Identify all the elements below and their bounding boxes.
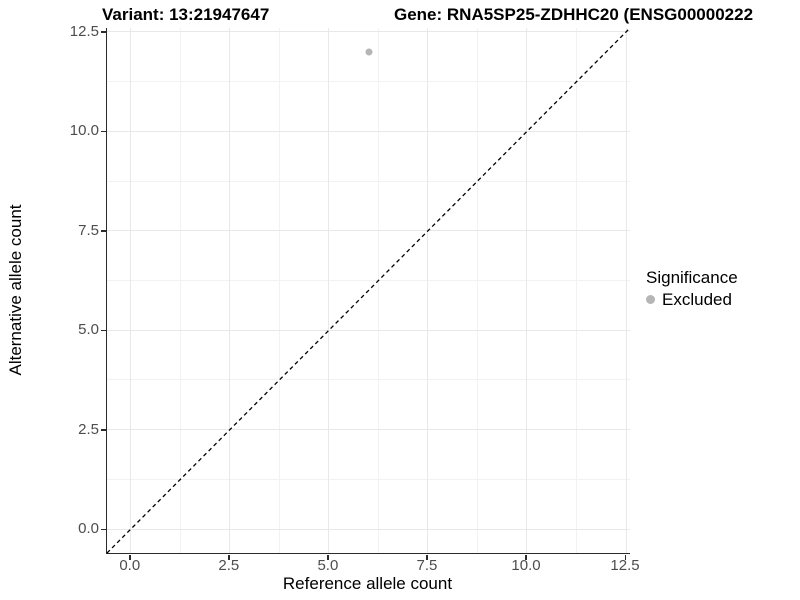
- x-axis-tick: [228, 554, 230, 560]
- x-tick-label: 12.5: [610, 557, 640, 574]
- minor-gridline-horizontal: [107, 379, 630, 381]
- legend: Significance Excluded: [646, 268, 738, 309]
- gene-title: Gene: RNA5SP25-ZDHHC20 (ENSG00000222: [394, 5, 754, 24]
- major-gridline-vertical: [328, 28, 330, 553]
- legend-title: Significance: [646, 268, 738, 287]
- x-axis-title: Reference allele count: [282, 574, 453, 593]
- minor-gridline-horizontal: [107, 81, 630, 83]
- major-gridline-vertical: [130, 28, 132, 553]
- minor-gridline-horizontal: [107, 280, 630, 282]
- major-gridline-vertical: [526, 28, 528, 553]
- minor-gridline-vertical: [179, 28, 181, 553]
- x-axis-tick: [525, 554, 527, 560]
- y-tick-label: 2.5: [78, 420, 99, 438]
- major-gridline-horizontal: [107, 429, 630, 431]
- minor-gridline-vertical: [377, 28, 379, 553]
- y-axis-tick: [101, 230, 106, 232]
- minor-gridline-vertical: [278, 28, 280, 553]
- plot-panel: [106, 27, 631, 554]
- x-tick-label: 10.0: [511, 557, 541, 574]
- major-gridline-horizontal: [107, 230, 630, 232]
- y-axis-tick: [101, 130, 106, 133]
- major-gridline-horizontal: [107, 329, 630, 331]
- minor-gridline-vertical: [576, 28, 577, 553]
- major-gridline-horizontal: [107, 130, 630, 132]
- x-tick-label: 0.0: [119, 557, 141, 574]
- legend-item-excluded: Excluded: [646, 290, 738, 309]
- identity-reference-line: [106, 27, 631, 554]
- x-axis-tick: [129, 554, 131, 560]
- x-tick-label: 5.0: [317, 557, 339, 574]
- x-axis-tick: [624, 554, 627, 560]
- y-axis-title: Alternative allele count: [6, 204, 25, 376]
- y-tick-label: 7.5: [78, 221, 99, 239]
- variant-title: Variant: 13:21947647: [102, 5, 270, 24]
- y-axis-tick: [101, 329, 106, 332]
- legend-item-label: Excluded: [662, 290, 732, 309]
- data-point: [365, 48, 372, 56]
- x-tick-label: 2.5: [218, 557, 240, 574]
- x-axis-tick: [327, 554, 329, 560]
- x-axis-tick: [426, 554, 428, 560]
- major-gridline-horizontal: [107, 528, 630, 530]
- major-gridline-vertical: [427, 28, 429, 553]
- minor-gridline-horizontal: [107, 180, 630, 182]
- minor-gridline-vertical: [476, 28, 478, 553]
- y-tick-label: 5.0: [78, 321, 99, 339]
- major-gridline-vertical: [229, 28, 231, 553]
- y-tick-label: 10.0: [69, 122, 99, 140]
- major-gridline-horizontal: [107, 31, 630, 33]
- legend-point-icon: [646, 295, 655, 304]
- minor-gridline-horizontal: [107, 478, 630, 480]
- y-axis-tick: [101, 429, 106, 431]
- y-tick-label: 12.5: [69, 22, 99, 40]
- y-axis-tick: [101, 31, 106, 33]
- major-gridline-vertical: [625, 28, 627, 553]
- y-tick-label: 0.0: [78, 520, 99, 538]
- x-tick-label: 7.5: [416, 557, 438, 574]
- y-axis-tick: [101, 528, 106, 531]
